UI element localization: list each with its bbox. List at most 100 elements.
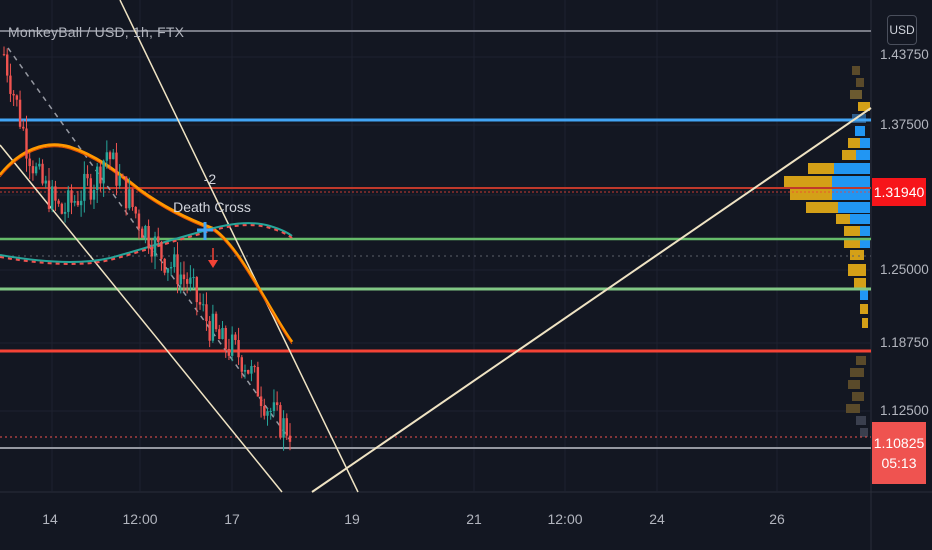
candle-body — [115, 152, 118, 186]
candle-body — [218, 329, 221, 340]
candle-body — [198, 302, 202, 305]
candle-body — [34, 166, 38, 174]
symbol-title: MonkeyBall / USD, 1h, FTX — [8, 24, 185, 40]
candle-body — [6, 54, 9, 76]
candle-body — [243, 370, 247, 372]
candle-body — [147, 225, 150, 249]
candle-body — [38, 163, 41, 167]
time-tick: 14 — [42, 511, 58, 527]
candle-body — [176, 254, 179, 285]
level-price-badge: 1.31940 — [872, 178, 926, 206]
candle-body — [47, 180, 51, 209]
candle-body — [227, 348, 231, 356]
candle-body — [73, 201, 76, 203]
candle-body — [137, 213, 141, 229]
candle-body — [63, 211, 67, 214]
candle-body — [83, 173, 86, 201]
time-tick: 24 — [649, 511, 665, 527]
candle-body — [275, 402, 279, 406]
price-tick: 1.43750 — [880, 47, 929, 62]
candle-body — [150, 248, 154, 257]
death-cross-marker[interactable] — [197, 222, 218, 268]
time-tick: 19 — [344, 511, 360, 527]
candle-body — [12, 93, 15, 96]
candle-body — [169, 266, 173, 269]
candle-body — [144, 225, 147, 238]
last-price-badge: 1.10825 05:13 — [872, 422, 926, 484]
trend-lines[interactable] — [0, 0, 872, 493]
candle-body — [157, 236, 160, 242]
time-tick: 21 — [466, 511, 482, 527]
candle-body — [256, 367, 260, 397]
candle-body — [51, 186, 54, 209]
candle-body — [208, 321, 211, 341]
candle-body — [230, 334, 234, 356]
candle-body — [41, 163, 44, 184]
time-tick: 17 — [224, 511, 240, 527]
candle-body — [102, 160, 105, 184]
candle-body — [250, 366, 253, 374]
candle-body — [86, 173, 89, 179]
candle-body — [153, 236, 157, 257]
candle-body — [124, 176, 128, 209]
time-tick: 26 — [769, 511, 785, 527]
candle-body — [185, 279, 189, 284]
candle-body — [211, 313, 215, 341]
death-cross-value: -2 — [204, 171, 217, 187]
candle-body — [15, 95, 19, 100]
candle-body — [89, 178, 92, 200]
time-tick: 12:00 — [547, 511, 583, 527]
horizontal-levels[interactable] — [0, 30, 871, 449]
candle-body — [44, 180, 47, 184]
candle-body — [269, 410, 272, 412]
candle-body — [279, 405, 282, 438]
candle-body — [2, 54, 6, 56]
candle-body — [166, 268, 170, 273]
candle-body — [134, 206, 137, 214]
candle-body — [205, 304, 208, 322]
candle-body — [105, 152, 109, 161]
candle-body — [192, 277, 195, 279]
candle-body — [237, 340, 240, 358]
candle-body — [22, 126, 25, 129]
candle-body — [57, 200, 60, 204]
candle-body — [92, 189, 96, 200]
candle-body — [234, 334, 237, 341]
candle-body — [112, 152, 115, 160]
candle-body — [18, 99, 22, 127]
currency-button[interactable]: USD — [887, 15, 917, 45]
candle-body — [214, 313, 218, 330]
candle-body — [95, 166, 99, 190]
death-cross-label: Death Cross — [173, 199, 251, 215]
candle-body — [189, 277, 192, 284]
candle-body — [221, 327, 224, 340]
candle-body — [31, 166, 35, 174]
candle-body — [240, 357, 243, 372]
candle-body — [67, 190, 70, 212]
candle-body — [247, 370, 250, 374]
volume-profile — [784, 66, 870, 437]
candle-body — [253, 366, 256, 368]
candle-body — [108, 152, 112, 160]
candle-body — [224, 327, 227, 349]
candle-body — [79, 200, 83, 206]
candle-body — [70, 190, 73, 203]
candle-body — [182, 274, 186, 280]
last-price-value: 1.10825 — [873, 435, 925, 451]
candle-body — [131, 189, 134, 207]
candle-body — [54, 186, 57, 201]
candle-body — [140, 228, 144, 238]
moving-averages — [0, 143, 294, 345]
candle-body — [160, 241, 163, 259]
candle-body — [76, 201, 80, 206]
grid-horizontal — [0, 56, 871, 412]
bar-countdown: 05:13 — [881, 455, 917, 471]
candle-body — [285, 418, 288, 436]
candle-body — [118, 175, 121, 186]
candle-body — [266, 411, 269, 416]
candle-body — [195, 277, 199, 303]
candle-body — [9, 75, 12, 94]
candle-body — [128, 189, 131, 209]
